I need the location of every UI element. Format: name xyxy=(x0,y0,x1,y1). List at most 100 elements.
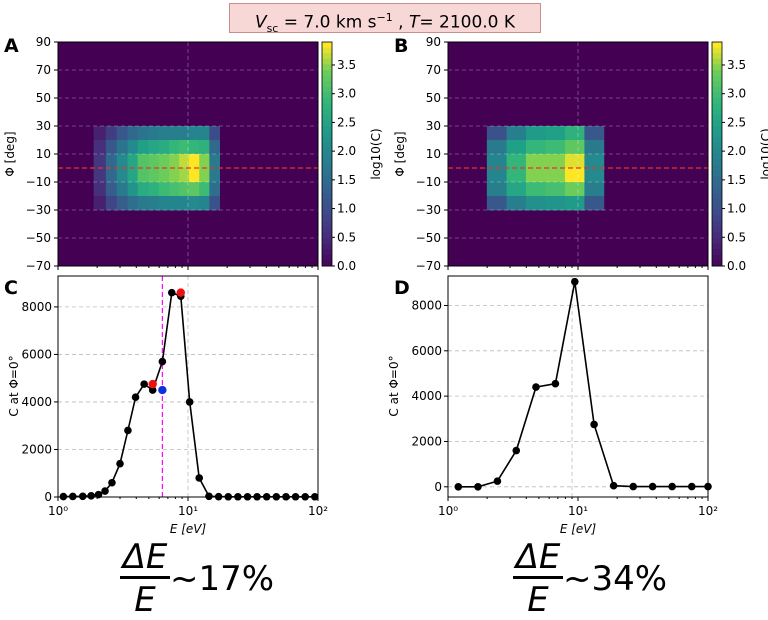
colorbar-segment xyxy=(712,198,722,205)
heatmap-cell xyxy=(127,126,139,141)
heatmap-b-x-ticks xyxy=(447,266,709,270)
heatmap-cell xyxy=(137,168,149,183)
heatmap-cell xyxy=(525,168,546,183)
heatmap-cell xyxy=(209,168,220,183)
panel-b-heatmap: B 90 70 50 30 10 −10 −30 −50 −70 Φ [deg] 3.5 3.0 2… xyxy=(393,35,768,273)
heatmap-cell xyxy=(158,154,170,169)
colorbar-segment xyxy=(712,159,722,166)
heatmap-cell xyxy=(169,126,180,141)
colorbar-segment xyxy=(712,92,722,99)
heatmap-cell xyxy=(525,154,546,169)
panel-label-a: A xyxy=(4,35,19,57)
colorbar-segment xyxy=(712,47,722,54)
data-point xyxy=(532,383,540,391)
heatmap-cell xyxy=(564,140,585,155)
heatmap-cell xyxy=(105,196,118,211)
heatmap-cell xyxy=(148,126,160,141)
heatmap-cell xyxy=(93,154,107,169)
heatmap-cell xyxy=(209,140,220,155)
heatmap-cell xyxy=(486,182,507,197)
colorbar-segment xyxy=(712,243,722,250)
heatmap-cell xyxy=(545,182,566,197)
heatmap-cell xyxy=(189,168,200,183)
heatmap-b-gridlines xyxy=(448,42,708,266)
heatmap-cell xyxy=(199,168,210,183)
heatmap-cell xyxy=(506,154,527,169)
heatmap-cell xyxy=(116,182,128,197)
colorbar-segment xyxy=(712,170,722,177)
heatmap-cell xyxy=(137,182,149,197)
heatmap-cell xyxy=(116,140,128,155)
colorbar-segment xyxy=(712,226,722,233)
heatmap-cell xyxy=(137,154,149,169)
panel-label-d: D xyxy=(394,277,410,299)
colorbar-tick-label: 1.0 xyxy=(337,202,356,216)
heatmap-cell xyxy=(525,140,546,155)
heatmap-cell xyxy=(158,168,170,183)
heatmap-cell xyxy=(93,196,107,211)
heatmap-cell xyxy=(169,182,180,197)
data-point xyxy=(108,478,116,487)
colorbar-b: 3.5 3.0 2.5 2.0 1.5 1.0 0.5 0.0 log10(C) xyxy=(711,41,768,273)
title-separator: , xyxy=(392,12,409,33)
colorbar-segment xyxy=(712,86,722,93)
colorbar-segment xyxy=(712,221,722,228)
heatmap-cell xyxy=(116,126,128,141)
colorbar-segment xyxy=(712,238,722,245)
colorbar-segment xyxy=(322,170,332,177)
heatmap-cell xyxy=(584,126,605,141)
colorbar-segment xyxy=(322,187,332,194)
colorbar-segment xyxy=(322,58,332,65)
line-d-plot-area xyxy=(448,276,708,497)
colorbar-segment xyxy=(322,92,332,99)
colorbar-segment xyxy=(712,154,722,161)
colorbar-segment xyxy=(712,260,722,267)
data-point xyxy=(158,357,167,366)
data-point xyxy=(493,477,502,485)
heatmap-cell xyxy=(564,154,585,169)
heatmap-cell xyxy=(169,140,180,155)
colorbar-label: log10(C) xyxy=(369,128,383,179)
heatmap-cell xyxy=(506,196,527,211)
panel-a-heatmap: A 90 70 50 30 10 −10 −30 −50 −70 Φ [deg] 3.5 3.0 2… xyxy=(3,35,383,273)
heatmap-cell xyxy=(105,168,118,183)
colorbar-segment xyxy=(712,232,722,239)
line-d-x-ticks: 10⁰ 10¹ 10² xyxy=(438,497,718,518)
fraction-left-denominator: E xyxy=(134,580,156,620)
colorbar-segment xyxy=(322,98,332,105)
colorbar-segment xyxy=(322,159,332,166)
colorbar-segment xyxy=(322,193,332,200)
colorbar-segment xyxy=(322,142,332,149)
colorbar-segment xyxy=(712,142,722,149)
y-tick-label: −30 xyxy=(26,203,51,217)
y-tick-label: 2000 xyxy=(21,442,52,456)
colorbar-segment xyxy=(322,198,332,205)
heatmap-cell xyxy=(116,196,128,211)
data-point xyxy=(101,487,109,495)
colorbar-segment xyxy=(322,137,332,144)
colorbar-segment xyxy=(712,75,722,82)
heatmap-cell xyxy=(564,182,585,197)
colorbar-segment xyxy=(322,226,332,233)
y-tick-label: −30 xyxy=(416,203,441,217)
heatmap-b-cells xyxy=(486,126,605,211)
heatmap-a-x-ticks xyxy=(57,266,319,270)
fraction-right-bar xyxy=(513,576,563,579)
heatmap-cell xyxy=(116,154,128,169)
colorbar-segment xyxy=(322,260,332,267)
fraction-right: ΔE E xyxy=(513,540,563,617)
fraction-left-numerator: ΔE xyxy=(122,537,168,577)
colorbar-segment xyxy=(322,47,332,54)
heatmap-cell xyxy=(486,196,507,211)
heatmap-cell xyxy=(93,168,107,183)
colorbar-label: log10(C) xyxy=(759,128,768,179)
heatmap-b-y-label: Φ [deg] xyxy=(393,131,407,176)
heatmap-cell xyxy=(137,140,149,155)
line-c-y-ticks: 0 2000 4000 6000 8000 xyxy=(21,300,58,504)
colorbar-segment xyxy=(712,254,722,261)
heatmap-cell xyxy=(584,182,605,197)
line-d-gridlines xyxy=(448,276,708,497)
colorbar-segment xyxy=(712,98,722,105)
colorbar-tick-label: 3.0 xyxy=(337,87,356,101)
data-point xyxy=(69,492,77,501)
